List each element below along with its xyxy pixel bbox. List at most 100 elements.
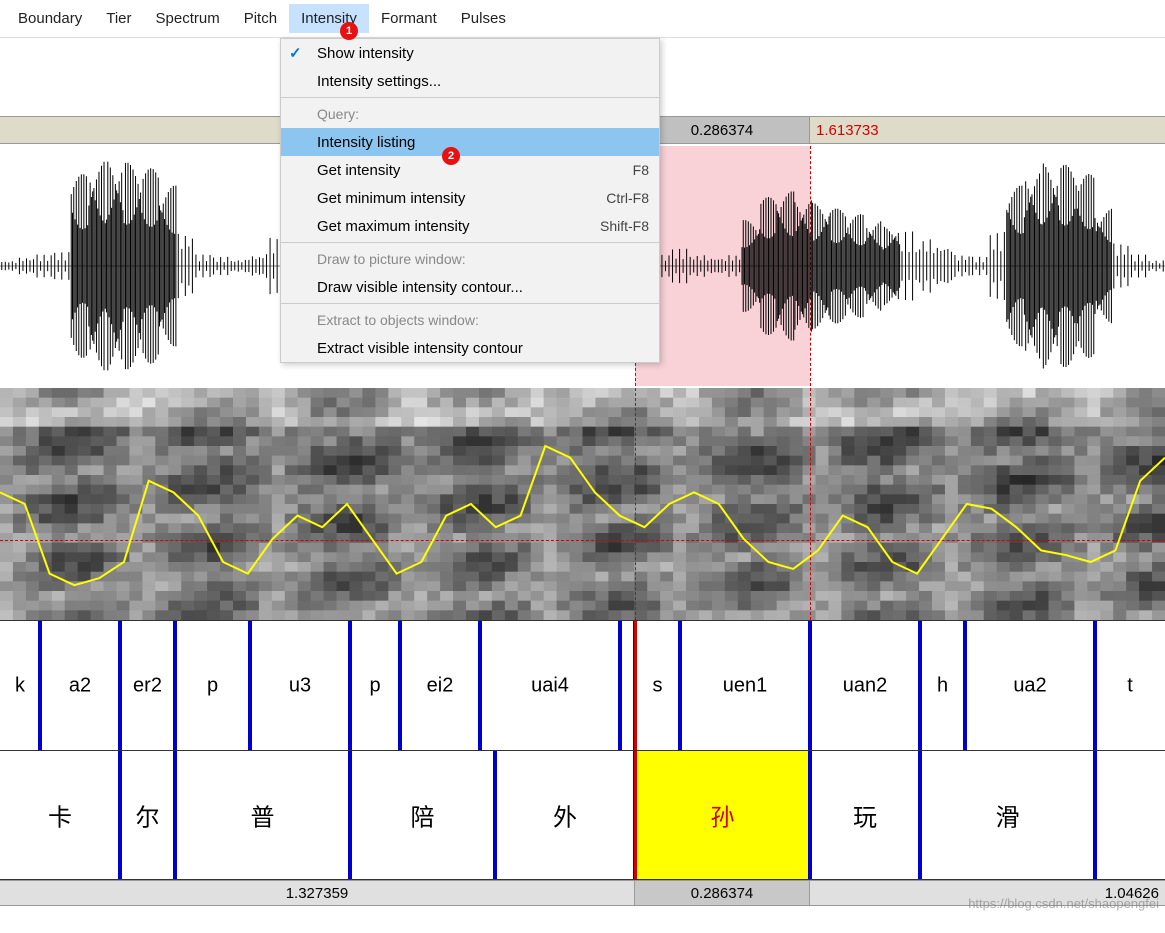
right-duration: 1.613733 [816,122,879,139]
intensity-dropdown: ✓ Show intensity Intensity settings... Q… [280,38,660,363]
dd-label: Draw visible intensity contour... [317,279,523,296]
menu-boundary[interactable]: Boundary [6,4,94,33]
intensity-contour [0,388,1165,620]
tier-boundary[interactable] [493,751,497,879]
tier-boundary-selected[interactable] [634,621,637,750]
selection-duration: 0.286374 [691,122,754,139]
tier-cell[interactable]: k [0,621,40,750]
tier-cell-label: ua2 [965,674,1095,697]
tier-cell[interactable]: uan2 [810,621,920,750]
tier-boundary[interactable] [348,751,352,879]
tier-boundary[interactable] [173,751,177,879]
tier-boundary[interactable] [808,621,812,750]
tier-boundary[interactable] [38,621,42,750]
tier-cell[interactable]: h [920,621,965,750]
tier-phoneme[interactable]: ka2er2pu3pei2uai4suen1uan2hua2t [0,620,1165,750]
tier-cell-label: ei2 [400,674,480,697]
tier-cell[interactable]: p [350,621,400,750]
check-icon: ✓ [289,44,302,62]
tier-cell[interactable]: 普 [175,751,350,879]
tier-cell[interactable]: p [175,621,250,750]
tier-cell[interactable]: 滑 [920,751,1095,879]
tier-word[interactable]: 卡尔普陪外孙玩滑 [0,750,1165,880]
dd-label: Intensity listing [317,134,415,151]
dd-intensity-settings[interactable]: Intensity settings... [281,67,659,95]
tier-boundary[interactable] [1093,751,1097,879]
tier-cell-label: p [175,674,250,697]
tier-boundary[interactable] [1093,621,1097,750]
dd-label: Get maximum intensity [317,218,470,235]
tier-cell[interactable]: 陪 [350,751,495,879]
tier-cell[interactable]: a2 [40,621,120,750]
tier-boundary[interactable] [678,621,682,750]
tier-boundary[interactable] [618,621,622,750]
menu-pulses[interactable]: Pulses [449,4,518,33]
tier-boundary[interactable] [918,751,922,879]
timebar-right[interactable]: 1.613733 [810,117,1165,143]
dd-draw-contour[interactable]: Draw visible intensity contour... [281,273,659,301]
annotation-tiers: ka2er2pu3pei2uai4suen1uan2hua2t 卡尔普陪外孙玩滑 [0,620,1165,880]
tier-boundary[interactable] [118,751,122,879]
dd-query-header: Query: [281,100,659,128]
tier-cell[interactable]: 尔 [120,751,175,879]
dd-draw-header: Draw to picture window: [281,245,659,273]
dd-get-min-intensity[interactable]: Get minimum intensity Ctrl-F8 [281,184,659,212]
timebar-selection[interactable]: 0.286374 [635,117,810,143]
tier-cell-label: 孙 [635,798,810,833]
bottom-left[interactable]: 1.327359 [0,881,635,905]
dd-get-intensity[interactable]: Get intensity F8 [281,156,659,184]
tier-cell[interactable]: 孙 [635,751,810,879]
tier-boundary[interactable] [398,621,402,750]
spectrogram-panel[interactable] [0,388,1165,620]
tier-boundary[interactable] [248,621,252,750]
tier-boundary[interactable] [118,621,122,750]
dd-label: Intensity settings... [317,73,441,90]
tier-boundary[interactable] [173,621,177,750]
bottom-mid[interactable]: 0.286374 [635,881,810,905]
tier-cell-label: er2 [120,674,175,697]
tier-cell-label: 陪 [350,798,495,833]
tier-boundary[interactable] [963,621,967,750]
annotation-badge-1: 1 [340,22,358,40]
tier-boundary[interactable] [348,621,352,750]
tier-cell-label: 卡 [0,798,120,833]
dd-get-max-intensity[interactable]: Get maximum intensity Shift-F8 [281,212,659,240]
tier-cell[interactable]: uen1 [680,621,810,750]
tier-cell[interactable]: 卡 [0,751,120,879]
tier-cell-label: h [920,674,965,697]
dd-intensity-listing[interactable]: Intensity listing [281,128,659,156]
dd-separator [281,97,659,98]
tier-cell[interactable]: ua2 [965,621,1095,750]
bottom-left-val: 1.327359 [286,885,349,902]
tier-cell[interactable]: s [635,621,680,750]
tier-cell-label: 玩 [810,798,920,833]
dd-header-label: Extract to objects window: [317,312,479,328]
tier-cell[interactable]: u3 [250,621,350,750]
dd-extract-contour[interactable]: Extract visible intensity contour [281,334,659,362]
tier-cell[interactable]: 外 [495,751,635,879]
dd-label: Get intensity [317,162,400,179]
menu-spectrum[interactable]: Spectrum [144,4,232,33]
tier-boundary[interactable] [478,621,482,750]
tier-boundary-selected[interactable] [634,751,637,879]
tier-cell-label: 尔 [120,798,175,833]
dd-show-intensity[interactable]: ✓ Show intensity [281,39,659,67]
tier-cell-label: k [0,674,40,697]
tier-cell-label: u3 [250,674,350,697]
tier-cell-label: uen1 [680,674,810,697]
menu-tier[interactable]: Tier [94,4,143,33]
tier-cell[interactable]: ei2 [400,621,480,750]
dd-shortcut: Shift-F8 [600,218,649,234]
tier-cell[interactable]: er2 [120,621,175,750]
dd-header-label: Query: [317,106,359,122]
tier-cell[interactable]: uai4 [480,621,620,750]
tier-cell-label: t [1095,674,1165,697]
tier-boundary[interactable] [808,751,812,879]
tier-cell[interactable]: t [1095,621,1165,750]
menu-formant[interactable]: Formant [369,4,449,33]
menu-pitch[interactable]: Pitch [232,4,289,33]
watermark: https://blog.csdn.net/shaopengfei [968,896,1159,911]
tier-cell[interactable]: 玩 [810,751,920,879]
dd-label: Get minimum intensity [317,190,465,207]
tier-boundary[interactable] [918,621,922,750]
